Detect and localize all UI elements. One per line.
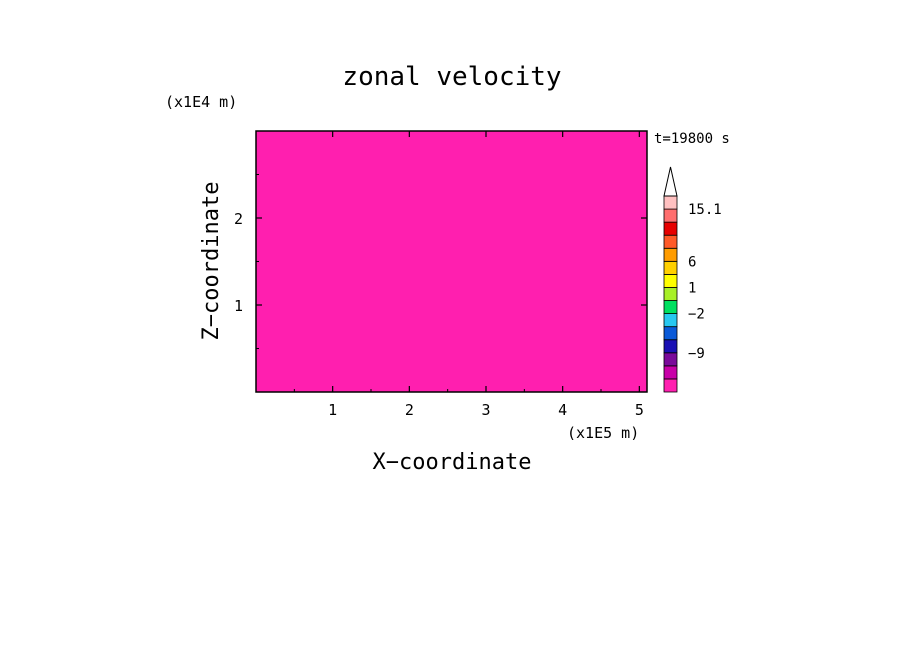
colorbar-label: −2 [688,307,705,323]
colorbar-level [663,326,678,341]
colorbar-label: −9 [688,346,705,362]
colorbar-level [663,300,678,314]
colorbar-level [663,352,678,367]
colorbar-level [663,260,678,275]
x-tick-label: 1 [328,401,337,419]
colorbar-level [663,339,678,354]
colorbar-label: 6 [688,254,696,270]
y-axis-label: Z−coordinate [199,182,224,341]
colorbar-level [663,378,678,393]
colorbar-label: 1 [688,280,696,296]
x-tick-label: 5 [635,401,644,419]
colorbar-level [663,234,678,249]
x-tick-label: 3 [481,401,490,419]
colorbar-label: 15.1 [688,202,722,218]
y-axis-unit: (x1E4 m) [165,93,237,111]
colorbar-level [663,247,678,262]
chart-title: zonal velocity [342,62,561,92]
x-axis-unit: (x1E5 m) [567,424,639,442]
contour-field [256,131,647,392]
colorbar-level [663,208,678,223]
colorbar-level [663,365,678,380]
colorbar-level [663,221,678,236]
y-tick-label: 2 [234,210,243,228]
colorbar-extend-arrow [663,166,678,197]
time-label: t=19800 s [654,131,730,147]
x-axis-ticks: 1 2 3 4 5 [293,131,644,419]
x-tick-label: 2 [405,401,414,419]
colorbar-level [663,195,678,210]
colorbar-level [663,273,678,288]
y-axis-ticks: 12 [234,174,647,349]
x-tick-label: 4 [558,401,567,419]
colorbar-level [663,287,678,301]
colorbar-level [663,313,678,328]
x-axis-label: X−coordinate [373,450,532,475]
colorbar-labels: 15.1 6 1 −2 −9 [688,202,722,362]
colorbar [663,166,678,393]
y-tick-label: 1 [234,297,243,315]
